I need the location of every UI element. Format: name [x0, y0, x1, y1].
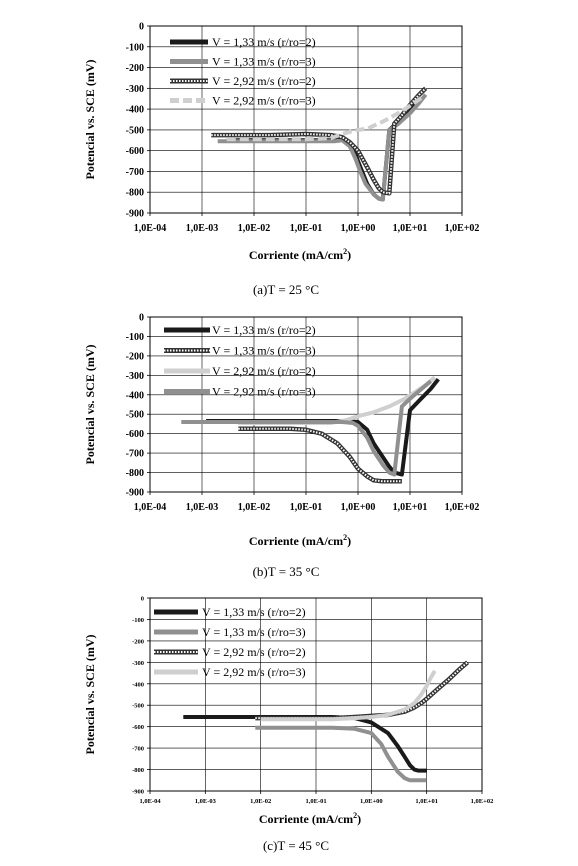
y-axis-title: Potencial vs. SCE (mV) — [83, 635, 97, 755]
y-tick-label: -300 — [132, 660, 144, 667]
x-tick-label: 1,0E+02 — [445, 223, 480, 234]
x-tick-label: 1,0E+01 — [415, 798, 438, 805]
plot-frame — [149, 25, 463, 214]
x-tick-label: 1,0E-03 — [195, 798, 217, 805]
legend-entry: V = 1,33 m/s (r/ro=3) — [212, 344, 316, 358]
x-tick-label: 1,0E+00 — [360, 798, 383, 805]
x-tick-label: 1,0E-03 — [186, 223, 219, 234]
y-tick-label: -200 — [126, 63, 144, 74]
y-tick-label: -300 — [126, 371, 144, 382]
legend-entry: V = 1,33 m/s (r/ro=3) — [202, 625, 306, 639]
series-line — [255, 725, 427, 783]
y-tick-label: 0 — [141, 596, 144, 603]
x-tick-label: 1,0E-02 — [250, 798, 271, 805]
y-tick-label: -800 — [126, 468, 144, 479]
y-tick-label: -700 — [132, 746, 144, 753]
legend-entry: V = 1,33 m/s (r/ro=2) — [202, 605, 306, 619]
series-line — [211, 87, 427, 195]
y-tick-label: -500 — [132, 703, 144, 710]
series-line — [260, 669, 437, 722]
x-tick-label: 1,0E+01 — [393, 223, 428, 234]
x-tick-label: 1,0E-03 — [186, 502, 219, 513]
y-tick-label: -600 — [126, 146, 144, 157]
y-tick-label: -200 — [132, 638, 144, 645]
legend-entry: V = 2,92 m/s (r/ro=2) — [212, 364, 316, 378]
x-tick-label: 1,0E+00 — [341, 502, 376, 513]
x-tick-label: 1,0E-04 — [139, 798, 161, 805]
y-tick-label: -800 — [126, 188, 144, 199]
legend-entry: V = 2,92 m/s (r/ro=2) — [212, 74, 316, 88]
y-tick-label: -500 — [126, 410, 144, 421]
x-tick-label: 1,0E-02 — [238, 502, 271, 513]
x-tick-label: 1,0E+01 — [393, 502, 428, 513]
series-line — [217, 93, 428, 202]
plot-frame — [149, 316, 463, 493]
figure-caption: (b)T = 35 °C — [253, 564, 320, 579]
y-tick-label: -900 — [132, 789, 144, 796]
y-tick-label: -600 — [126, 429, 144, 440]
x-tick-label: 1,0E-01 — [290, 223, 323, 234]
y-tick-label: -700 — [126, 167, 144, 178]
x-axis-title: Corriente (mA/cm2) — [249, 533, 351, 548]
figure-caption: (c)T = 45 °C — [263, 838, 329, 853]
x-tick-label: 1,0E-02 — [238, 223, 271, 234]
y-axis-title: Potencial vs. SCE (mV) — [83, 60, 97, 180]
y-tick-label: -700 — [126, 449, 144, 460]
x-tick-label: 1,0E+02 — [445, 502, 480, 513]
legend-entry: V = 2,92 m/s (r/ro=3) — [212, 385, 316, 399]
y-tick-label: -400 — [132, 681, 144, 688]
chart-2: 1,0E-04 1,0E-03 1,0E-02 1,0E-01 1,0E+00 1,0E+… — [83, 596, 493, 854]
legend-entry: V = 2,92 m/s (r/ro=3) — [202, 665, 306, 679]
y-tick-label: -900 — [126, 209, 144, 220]
plot-frame — [149, 597, 483, 792]
y-tick-label: -300 — [126, 84, 144, 95]
y-tick-label: -800 — [132, 767, 144, 774]
legend-entry: V = 2,92 m/s (r/ro=2) — [202, 645, 306, 659]
series-line — [238, 427, 402, 483]
x-tick-label: 1,0E+00 — [341, 223, 376, 234]
y-tick-label: -400 — [126, 105, 144, 116]
y-tick-label: 0 — [139, 313, 144, 324]
y-tick-label: 0 — [139, 22, 144, 33]
y-tick-label: -900 — [126, 488, 144, 499]
chart-1: 1,0E-04 1,0E-03 1,0E-02 1,0E-01 1,0E+00 1,0E+… — [83, 313, 479, 580]
chart-0: 1,0E-04 1,0E-03 1,0E-02 1,0E-01 1,0E+00 1,0E+… — [83, 22, 479, 298]
legend-entry: V = 1,33 m/s (r/ro=2) — [212, 35, 316, 49]
y-axis-title: Potencial vs. SCE (mV) — [83, 345, 97, 465]
x-tick-label: 1,0E-04 — [134, 502, 167, 513]
y-tick-label: -500 — [126, 125, 144, 136]
x-tick-label: 1,0E-04 — [134, 223, 167, 234]
x-tick-label: 1,0E-01 — [290, 502, 323, 513]
legend-entry: V = 2,92 m/s (r/ro=3) — [212, 94, 316, 108]
y-tick-label: -100 — [132, 617, 144, 624]
series-line — [226, 94, 425, 142]
x-axis-title: Corriente (mA/cm2) — [249, 247, 351, 262]
y-tick-label: -600 — [132, 724, 144, 731]
y-tick-label: -200 — [126, 351, 144, 362]
y-tick-label: -100 — [126, 332, 144, 343]
series-line — [181, 379, 432, 477]
x-tick-label: 1,0E-01 — [305, 798, 326, 805]
legend-entry: V = 1,33 m/s (r/ro=3) — [212, 55, 316, 69]
y-tick-label: -100 — [126, 42, 144, 53]
x-tick-label: 1,0E+02 — [471, 798, 494, 805]
x-axis-title: Corriente (mA/cm2) — [259, 811, 361, 826]
y-tick-label: -400 — [126, 390, 144, 401]
legend-entry: V = 1,33 m/s (r/ro=2) — [212, 323, 316, 337]
figure-caption: (a)T = 25 °C — [253, 282, 319, 297]
